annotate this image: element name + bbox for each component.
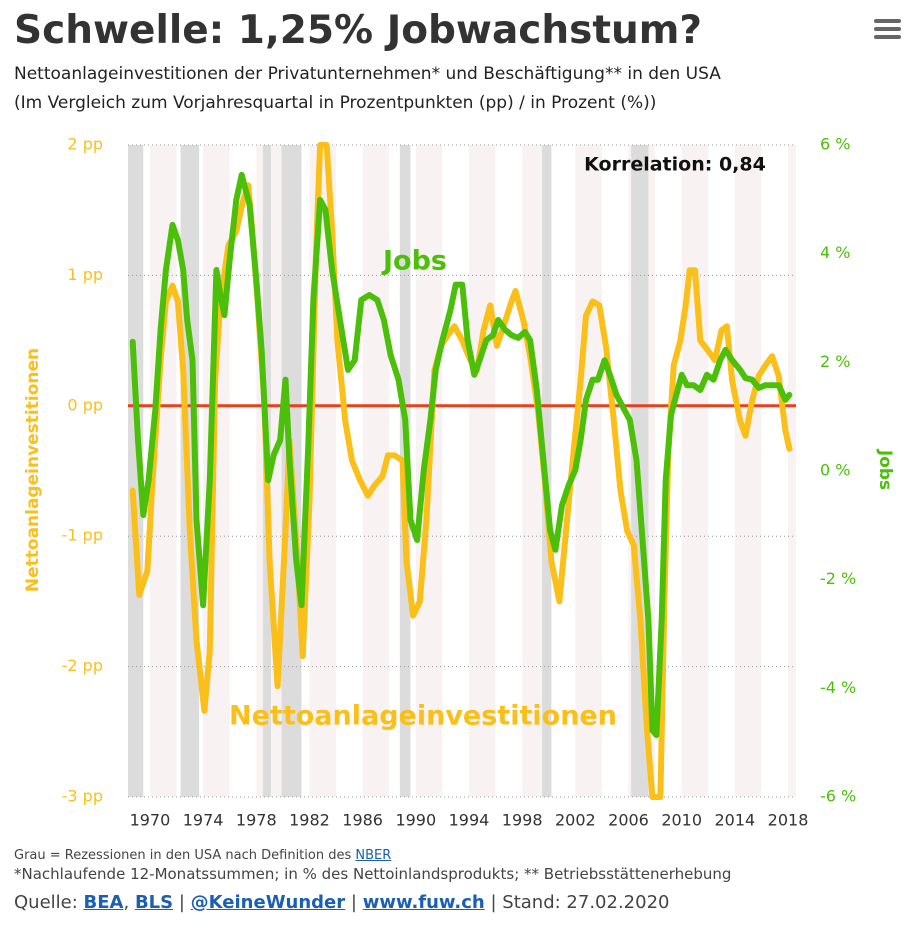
series-label: Nettoanlageinvestitionen: [229, 701, 617, 732]
y-tick-label: 2 pp: [67, 135, 103, 154]
source-link[interactable]: BEA: [83, 892, 124, 913]
y2-tick-label: 2 %: [820, 352, 850, 371]
chart: 2 pp 1 pp 0 pp -1 pp -2 pp -3 pp 6 % 4 % 2 % 0 % -…: [23, 135, 895, 830]
title: Schwelle: 1,25% Jobwachstum?: [14, 8, 703, 53]
menu-button[interactable]: [874, 18, 902, 42]
x-tick-label: 2014: [714, 811, 755, 830]
y2-tick-label: -6 %: [820, 787, 856, 806]
y-tick-label: -3 pp: [62, 787, 103, 806]
stripe: [468, 145, 496, 797]
stripe: [575, 145, 602, 797]
stripe: [734, 145, 762, 797]
y2-tick-label: 0 %: [820, 461, 850, 480]
x-tick-label: 1970: [130, 811, 171, 830]
link[interactable]: NBER: [355, 848, 392, 863]
x-tick-label: 1986: [342, 811, 383, 830]
x-tick-label: 2006: [608, 811, 649, 830]
series-line: [129, 171, 793, 739]
y-axis-label: Nettoanlageinvestitionen: [23, 348, 43, 592]
source-text: Quelle:: [14, 892, 78, 913]
y2-tick-label: -4 %: [820, 678, 856, 697]
source-text: |: [350, 892, 357, 913]
y-tick-label: -2 pp: [62, 656, 103, 675]
subtitle: Nettoanlageinvestitionen der Privatunter…: [14, 64, 721, 84]
source-text: ,: [123, 892, 130, 913]
series-line: [129, 142, 793, 800]
recession-note: Grau = Rezessionen in den USA nach Defin…: [14, 848, 391, 863]
source-text: Stand: 27.02.2020: [502, 892, 670, 913]
x-tick-label: 1998: [502, 811, 543, 830]
footnote: *Nachlaufende 12-Monatssummen; in % des …: [14, 865, 732, 883]
note-text: Grau = Rezessionen in den USA nach Defin…: [14, 848, 352, 863]
recession-band: [128, 145, 144, 797]
x-tick-label: 1994: [449, 811, 490, 830]
subtitle: (Im Vergleich zum Vorjahresquartal in Pr…: [14, 93, 657, 113]
source-text: |: [178, 892, 185, 913]
y-tick-label: -1 pp: [62, 526, 103, 545]
y2-tick-label: 4 %: [820, 243, 850, 262]
x-tick-label: 2010: [661, 811, 702, 830]
source-link[interactable]: BLS: [134, 892, 174, 913]
stripe: [788, 145, 796, 797]
y-tick-label: 1 pp: [67, 265, 103, 284]
x-tick-label: 1982: [289, 811, 330, 830]
x-tick-label: 2018: [768, 811, 809, 830]
y-tick-label: 0 pp: [67, 395, 103, 414]
x-tick-label: 1978: [236, 811, 277, 830]
y2-axis-label: Jobs: [875, 449, 895, 490]
source-link[interactable]: @KeineWunder: [190, 892, 346, 913]
y2-tick-label: 6 %: [820, 135, 850, 154]
x-tick-label: 1974: [183, 811, 224, 830]
x-tick-label: 2002: [555, 811, 596, 830]
source-text: |: [490, 892, 497, 913]
source-link[interactable]: www.fuw.ch: [362, 892, 485, 913]
annotation: Korrelation: 0,84: [584, 154, 766, 176]
series-label: Jobs: [381, 246, 447, 277]
y2-tick-label: -2 %: [820, 569, 856, 588]
source: Quelle: BEA, BLS | @KeineWunder | www.fu…: [14, 892, 669, 913]
stripe: [681, 145, 709, 797]
x-tick-label: 1990: [395, 811, 436, 830]
